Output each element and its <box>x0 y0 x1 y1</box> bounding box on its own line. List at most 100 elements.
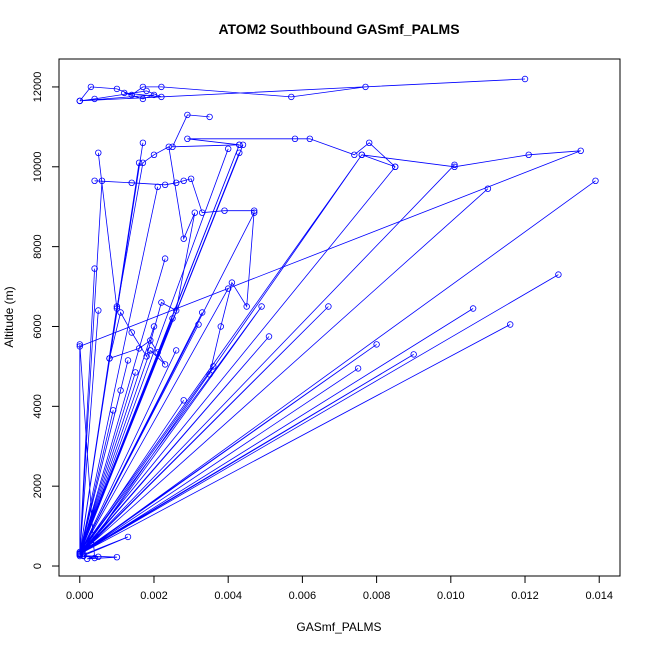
data-point <box>143 353 150 360</box>
data-point <box>95 553 102 560</box>
data-point <box>525 151 532 158</box>
data-point <box>139 159 147 166</box>
data-point <box>91 95 98 103</box>
data-point <box>306 135 313 142</box>
data-point <box>150 91 158 99</box>
data-point <box>236 141 243 148</box>
x-tick-label: 0.002 <box>140 590 168 602</box>
data-point <box>76 343 83 350</box>
data-point <box>521 75 529 83</box>
data-point <box>258 303 265 310</box>
data-point <box>191 209 198 216</box>
data-point <box>206 113 213 121</box>
data-point <box>187 175 195 182</box>
y-tick-label: 6000 <box>32 314 44 338</box>
data-point <box>210 363 217 370</box>
data-point <box>76 97 83 105</box>
data-point <box>250 207 258 214</box>
data-point <box>117 309 124 316</box>
y-tick-label: 0 <box>32 563 44 569</box>
data-point <box>410 351 417 358</box>
data-point <box>161 255 169 262</box>
data-point <box>154 349 161 356</box>
data-point <box>392 163 399 170</box>
data-point <box>224 145 232 152</box>
data-point <box>139 95 147 103</box>
y-axis: 0 2000 4000 6000 8000 10000 12000 <box>32 72 60 569</box>
data-point <box>288 93 295 101</box>
y-tick-label: 10000 <box>32 151 44 182</box>
data-point <box>91 177 98 184</box>
data-point <box>198 309 206 316</box>
data-point <box>80 552 87 559</box>
data-point <box>113 303 121 310</box>
data-point <box>128 91 135 99</box>
data-point <box>121 89 128 97</box>
data-point <box>135 159 143 166</box>
data-point <box>109 407 117 414</box>
data-point <box>592 177 599 184</box>
data-point <box>555 271 562 278</box>
data-point <box>243 303 250 310</box>
data-point <box>87 83 95 91</box>
data-point <box>239 141 247 148</box>
series-line-3 <box>79 114 581 347</box>
data-point <box>147 337 154 344</box>
data-point <box>139 139 147 146</box>
x-tick-label: 0.008 <box>363 590 391 602</box>
data-point <box>224 285 232 292</box>
data-point <box>507 321 514 328</box>
plot-frame <box>58 58 621 577</box>
data-point <box>236 149 243 156</box>
y-tick-label: 2000 <box>32 474 44 498</box>
data-point <box>124 357 132 364</box>
data-point <box>150 151 158 158</box>
series-line-4 <box>94 178 255 375</box>
data-point <box>83 555 91 562</box>
data-point <box>184 111 191 119</box>
data-point <box>184 135 191 142</box>
data-point <box>154 183 161 190</box>
data-point <box>373 341 380 348</box>
data-point <box>128 179 135 186</box>
data-point <box>195 321 202 328</box>
data-point <box>91 265 98 272</box>
x-tick-label: 0.000 <box>66 590 94 602</box>
series-line-2 <box>79 78 526 102</box>
data-point <box>143 87 150 95</box>
data-point <box>180 235 187 242</box>
data-point <box>113 305 121 312</box>
data-point <box>362 83 369 91</box>
x-tick-label: 0.006 <box>289 590 317 602</box>
data-point <box>217 323 224 330</box>
data-point <box>351 151 358 158</box>
data-point <box>128 329 135 336</box>
y-tick-label: 8000 <box>32 234 44 258</box>
data-point <box>135 345 143 352</box>
data-point <box>76 550 83 558</box>
data-point <box>98 177 106 184</box>
data-point <box>180 397 187 404</box>
data-point <box>158 299 165 306</box>
data-point <box>150 323 158 330</box>
x-axis: 0.000 0.002 0.004 0.006 0.008 0.010 0.012 0.014 <box>66 575 613 602</box>
data-point <box>95 149 102 156</box>
data-point <box>172 179 180 186</box>
data-point <box>91 554 98 562</box>
data-point <box>325 303 332 310</box>
data-point <box>469 305 477 312</box>
data-point <box>169 143 176 150</box>
y-axis-label: Altitude (m) <box>2 286 16 347</box>
data-point <box>147 347 154 354</box>
y-tick-label: 12000 <box>32 72 44 103</box>
data-point <box>451 163 458 170</box>
data-point <box>172 347 180 354</box>
data-point <box>132 369 139 376</box>
data-point <box>228 279 236 286</box>
data-point <box>158 93 165 101</box>
data-point <box>484 185 492 192</box>
data-point <box>354 365 362 372</box>
data-point <box>577 147 584 154</box>
chart-title: ATOM2 Southbound GASmf_PALMS <box>218 21 459 37</box>
